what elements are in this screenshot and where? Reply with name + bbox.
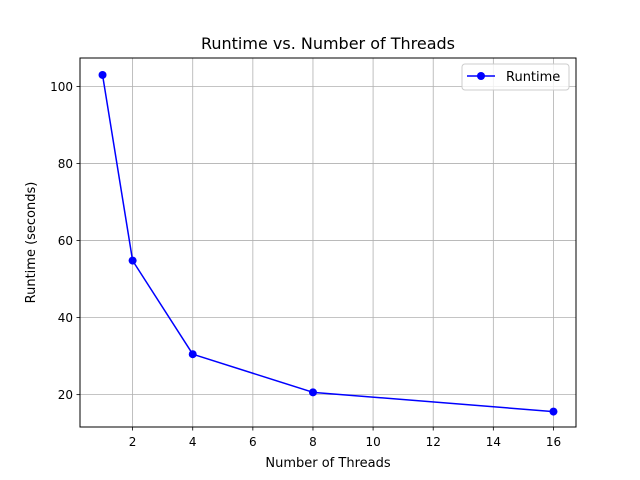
grid xyxy=(80,58,576,427)
axis-ticks: 2 4 6 8 10 12 14 16 20 40 60 80 100 xyxy=(50,80,561,449)
legend-label-runtime: Runtime xyxy=(506,70,560,85)
plot-area-frame xyxy=(79,57,577,428)
y-tick-label: 40 xyxy=(58,311,73,325)
y-tick-label: 60 xyxy=(58,234,73,248)
data-point xyxy=(128,256,137,265)
data-point xyxy=(98,70,107,79)
x-tick-label: 10 xyxy=(365,435,380,449)
data-point xyxy=(188,350,197,359)
data-point xyxy=(308,388,317,397)
y-axis-label: Runtime (seconds) xyxy=(24,182,39,304)
chart-title: Runtime vs. Number of Threads xyxy=(201,34,455,53)
y-tick-label: 20 xyxy=(58,388,73,402)
x-axis-label: Number of Threads xyxy=(265,456,390,471)
x-tick-label: 12 xyxy=(426,435,441,449)
y-tick-label: 80 xyxy=(58,157,73,171)
x-tick-label: 14 xyxy=(486,435,501,449)
x-tick-label: 4 xyxy=(189,435,197,449)
x-tick-label: 16 xyxy=(546,435,561,449)
legend-marker-swatch xyxy=(477,72,485,80)
legend-box xyxy=(461,63,570,91)
data-point xyxy=(549,407,558,416)
y-tick-label: 100 xyxy=(50,80,73,94)
x-tick-label: 8 xyxy=(309,435,317,449)
legend: Runtime xyxy=(461,63,570,91)
series-group xyxy=(98,70,558,416)
x-tick-label: 6 xyxy=(249,435,257,449)
x-tick-label: 2 xyxy=(129,435,137,449)
